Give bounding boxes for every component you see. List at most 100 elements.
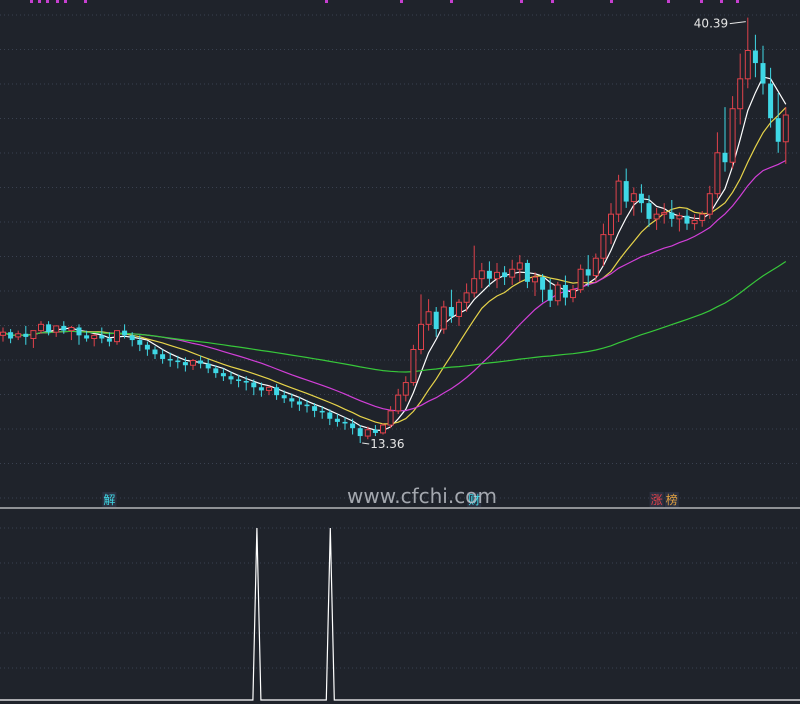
candle xyxy=(592,253,599,282)
candle xyxy=(630,187,637,216)
signal-series xyxy=(0,527,800,701)
candle xyxy=(53,325,60,337)
top-marker xyxy=(46,0,49,3)
candle-body xyxy=(433,311,439,330)
candle xyxy=(737,53,744,125)
top-marker xyxy=(30,0,33,3)
candle xyxy=(91,333,98,347)
candle xyxy=(729,96,736,169)
candle-body xyxy=(737,78,744,110)
candle-body xyxy=(623,181,629,202)
candle-body xyxy=(289,398,295,402)
candle xyxy=(463,283,470,312)
candle-body xyxy=(722,152,728,163)
event-marker: 榜 xyxy=(664,492,679,507)
candle xyxy=(0,327,6,342)
top-marker xyxy=(610,0,613,3)
candle-body xyxy=(364,429,371,437)
candle xyxy=(30,330,37,348)
sub-panel-grid xyxy=(0,527,800,669)
top-marker-row xyxy=(30,0,739,3)
high-price-label: 40.39 xyxy=(694,17,728,31)
candle xyxy=(137,335,143,352)
candle-body xyxy=(585,269,591,276)
candle xyxy=(494,262,500,289)
candle-body xyxy=(775,118,781,142)
candle-body xyxy=(106,338,112,342)
candle xyxy=(46,321,52,336)
candle xyxy=(38,321,44,334)
top-marker xyxy=(64,0,67,3)
candle xyxy=(220,368,226,381)
candle-body xyxy=(258,387,264,391)
top-marker xyxy=(520,0,523,3)
candle xyxy=(722,107,728,172)
candle-body xyxy=(281,395,287,399)
candle xyxy=(312,403,318,418)
candle xyxy=(661,203,668,224)
candle xyxy=(768,67,774,128)
candle xyxy=(84,330,90,342)
candle-body xyxy=(334,418,340,422)
candle-body xyxy=(714,152,721,195)
candle xyxy=(532,272,538,296)
top-marker xyxy=(84,0,87,3)
candle-body xyxy=(190,360,196,366)
candle-body xyxy=(38,323,44,332)
candle xyxy=(289,393,295,408)
low-price-label: 13.36 xyxy=(370,437,404,451)
candle-body xyxy=(425,311,432,325)
candle xyxy=(669,200,675,227)
candle-body xyxy=(456,301,462,317)
top-marker xyxy=(400,0,403,3)
candle xyxy=(387,406,394,429)
candle xyxy=(402,376,409,402)
top-marker xyxy=(667,0,670,3)
candle-body xyxy=(198,360,204,364)
candle xyxy=(76,324,82,345)
candle-body xyxy=(137,340,143,345)
candle xyxy=(15,330,22,341)
candle-body xyxy=(524,262,530,282)
candle xyxy=(380,423,386,435)
candle-body xyxy=(418,323,424,351)
candle-body xyxy=(554,284,561,302)
candle-body xyxy=(228,376,234,380)
candle-body xyxy=(296,401,302,405)
event-marker-label: 榜 xyxy=(666,492,678,507)
candle-body xyxy=(395,394,402,412)
candle xyxy=(752,34,758,78)
candle xyxy=(61,321,67,334)
candle xyxy=(114,330,120,345)
candle xyxy=(213,365,219,378)
candle xyxy=(243,376,249,391)
candle xyxy=(570,284,576,303)
candle-body xyxy=(752,50,758,64)
candle-body xyxy=(342,421,348,424)
candle xyxy=(547,278,553,308)
candle xyxy=(646,195,652,227)
candle xyxy=(509,259,516,285)
candle-body xyxy=(274,387,280,396)
candle-body xyxy=(646,203,652,219)
candle-body xyxy=(471,278,478,294)
candle xyxy=(714,132,721,199)
candle xyxy=(8,329,14,344)
candle xyxy=(99,327,105,344)
event-marker-label: 解 xyxy=(103,493,115,507)
candle-body xyxy=(669,212,675,219)
candle xyxy=(274,384,280,400)
candle-body xyxy=(768,83,774,119)
candle xyxy=(456,299,462,326)
candle xyxy=(684,209,690,230)
candle xyxy=(448,289,454,323)
candle-body xyxy=(30,330,37,339)
candle-body xyxy=(8,332,14,339)
candle-body xyxy=(691,219,698,225)
candle xyxy=(175,355,181,369)
candle-body xyxy=(380,424,386,434)
candle-body xyxy=(122,330,128,336)
candle-body xyxy=(68,326,75,332)
candle-body xyxy=(744,49,751,80)
